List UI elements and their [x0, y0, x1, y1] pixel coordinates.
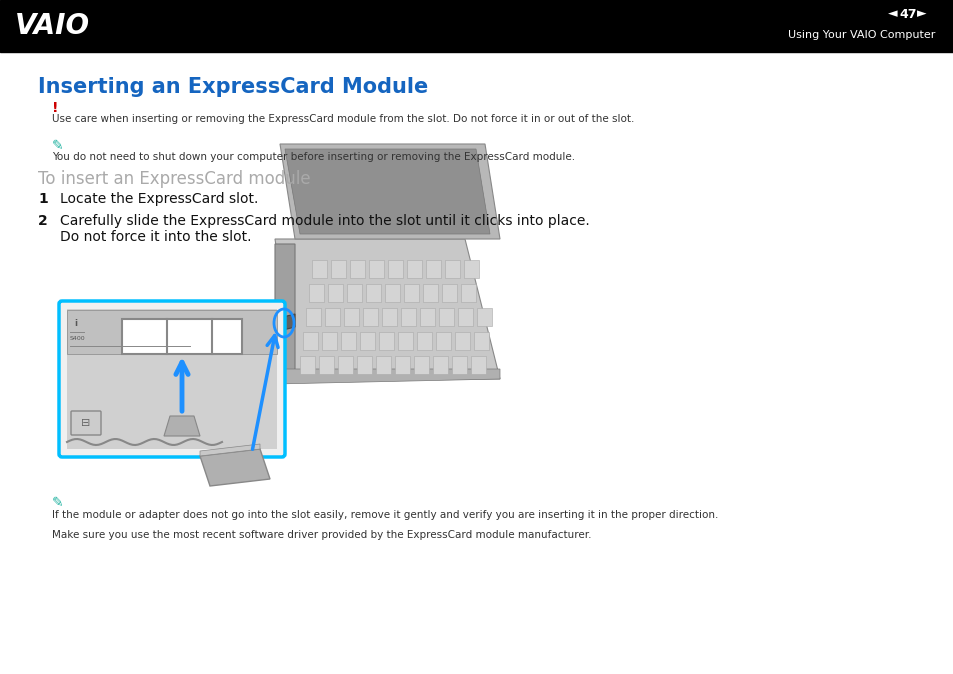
- Bar: [400, 308, 416, 326]
- Bar: [312, 260, 327, 278]
- Bar: [403, 284, 418, 302]
- Polygon shape: [285, 149, 490, 234]
- Bar: [322, 332, 336, 350]
- Bar: [457, 308, 473, 326]
- Bar: [426, 260, 440, 278]
- Bar: [444, 260, 459, 278]
- Bar: [397, 332, 413, 350]
- Bar: [452, 356, 467, 374]
- Text: 2: 2: [38, 214, 48, 228]
- Bar: [375, 356, 391, 374]
- Bar: [422, 284, 437, 302]
- Bar: [441, 284, 456, 302]
- Bar: [325, 308, 339, 326]
- Bar: [340, 332, 355, 350]
- Text: Use care when inserting or removing the ExpressCard module from the slot. Do not: Use care when inserting or removing the …: [52, 114, 634, 124]
- Bar: [463, 260, 478, 278]
- Bar: [414, 356, 429, 374]
- Polygon shape: [274, 244, 294, 384]
- Bar: [460, 284, 476, 302]
- Bar: [416, 332, 432, 350]
- Bar: [303, 332, 317, 350]
- Bar: [309, 284, 324, 302]
- Text: Carefully slide the ExpressCard module into the slot until it clicks into place.: Carefully slide the ExpressCard module i…: [60, 214, 589, 228]
- Bar: [395, 356, 410, 374]
- Bar: [436, 332, 451, 350]
- Polygon shape: [200, 449, 270, 486]
- Bar: [369, 260, 384, 278]
- Bar: [407, 260, 421, 278]
- Bar: [0, 0, 953, 52]
- Bar: [67, 310, 276, 354]
- Bar: [438, 308, 454, 326]
- Bar: [344, 308, 358, 326]
- Bar: [347, 284, 361, 302]
- Polygon shape: [164, 416, 200, 436]
- Bar: [385, 284, 399, 302]
- Bar: [318, 356, 334, 374]
- Bar: [366, 284, 380, 302]
- Text: 1: 1: [38, 192, 48, 206]
- Bar: [474, 332, 489, 350]
- Text: If the module or adapter does not go into the slot easily, remove it gently and : If the module or adapter does not go int…: [52, 510, 718, 520]
- Text: ◄: ◄: [887, 7, 897, 20]
- Polygon shape: [274, 314, 294, 332]
- Polygon shape: [274, 369, 499, 384]
- Bar: [388, 260, 402, 278]
- Bar: [331, 260, 346, 278]
- Bar: [337, 356, 353, 374]
- Text: 47: 47: [899, 7, 916, 20]
- Text: Do not force it into the slot.: Do not force it into the slot.: [60, 230, 252, 244]
- Bar: [455, 332, 470, 350]
- Text: ✎: ✎: [52, 496, 64, 510]
- Bar: [350, 260, 365, 278]
- FancyBboxPatch shape: [71, 411, 101, 435]
- Text: Locate the ExpressCard slot.: Locate the ExpressCard slot.: [60, 192, 258, 206]
- Bar: [328, 284, 343, 302]
- Polygon shape: [280, 144, 499, 239]
- Bar: [122, 319, 242, 354]
- Text: ⊟: ⊟: [81, 418, 91, 428]
- Text: Inserting an ExpressCard Module: Inserting an ExpressCard Module: [38, 77, 428, 97]
- Bar: [299, 356, 314, 374]
- Text: S400: S400: [70, 336, 86, 340]
- Text: Make sure you use the most recent software driver provided by the ExpressCard mo: Make sure you use the most recent softwa…: [52, 530, 591, 540]
- Text: ►: ►: [916, 7, 926, 20]
- Text: To insert an ExpressCard module: To insert an ExpressCard module: [38, 170, 311, 188]
- Text: !: !: [52, 101, 58, 115]
- Bar: [67, 309, 276, 449]
- Bar: [359, 332, 375, 350]
- Text: You do not need to shut down your computer before inserting or removing the Expr: You do not need to shut down your comput…: [52, 152, 575, 162]
- Bar: [356, 356, 372, 374]
- Text: Using Your VAIO Computer: Using Your VAIO Computer: [787, 30, 934, 40]
- Bar: [433, 356, 448, 374]
- Bar: [471, 356, 485, 374]
- Bar: [378, 332, 394, 350]
- Bar: [476, 308, 492, 326]
- Text: VAIO: VAIO: [15, 12, 90, 40]
- Bar: [363, 308, 377, 326]
- Bar: [381, 308, 396, 326]
- Text: ✎: ✎: [52, 139, 64, 153]
- FancyBboxPatch shape: [59, 301, 285, 457]
- Bar: [419, 308, 435, 326]
- Polygon shape: [200, 444, 260, 456]
- Bar: [306, 308, 320, 326]
- Polygon shape: [274, 239, 499, 379]
- Text: i: i: [74, 319, 77, 328]
